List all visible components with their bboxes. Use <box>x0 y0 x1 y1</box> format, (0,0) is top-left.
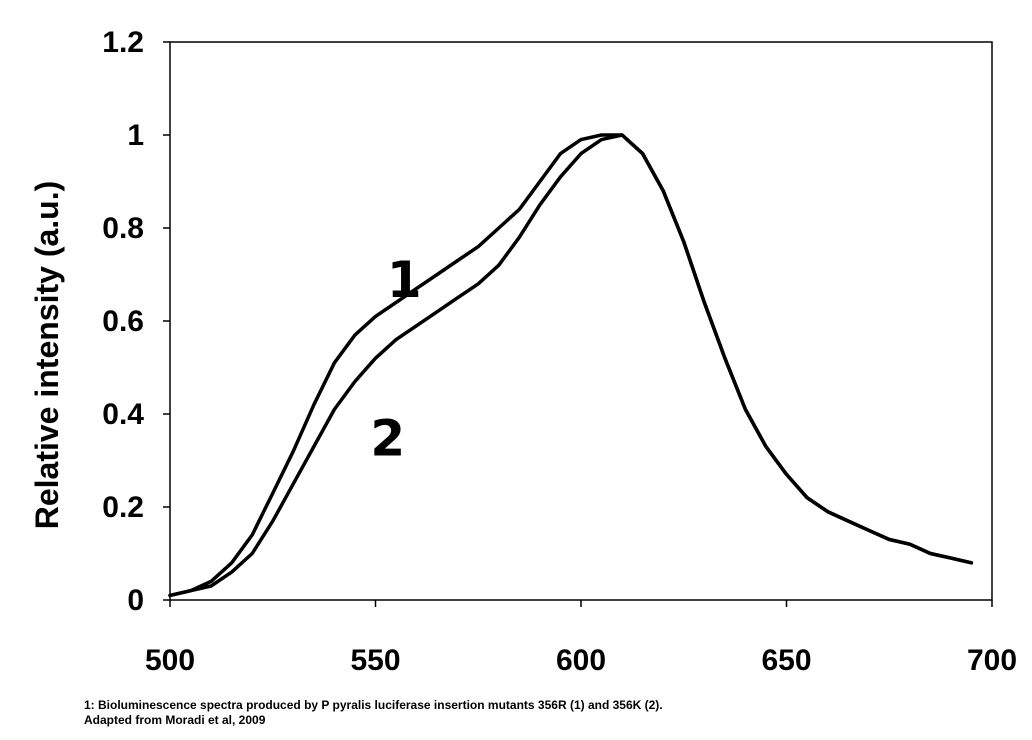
plot-area-frame <box>169 41 993 601</box>
series-1-label: 1 <box>387 251 422 309</box>
series-layer <box>168 133 974 598</box>
series-2-line <box>168 133 974 598</box>
y-tick-label: 0 <box>127 584 144 617</box>
x-tick-label: 700 <box>967 644 1017 677</box>
y-tick-label: 1.2 <box>102 26 144 59</box>
y-axis-title: Relative intensity (a.u.) <box>29 181 65 530</box>
y-axis: 0 0.2 0.4 0.6 0.8 1 1.2 <box>102 26 170 617</box>
y-tick-label: 1 <box>127 119 144 152</box>
x-tick-label: 600 <box>556 644 606 677</box>
curve-labels: 12 <box>370 251 421 467</box>
series-1-line <box>168 133 974 598</box>
x-tick-label: 500 <box>145 644 195 677</box>
y-tick-label: 0.2 <box>102 491 144 524</box>
figure-caption-line-1: 1: Bioluminescence spectra produced by P… <box>84 698 663 712</box>
x-tick-label: 650 <box>761 644 811 677</box>
y-tick-label: 0.8 <box>102 212 144 245</box>
series-2-label: 2 <box>370 409 405 467</box>
x-axis: 500 550 600 650 700 <box>145 600 1017 677</box>
x-tick-label: 550 <box>350 644 400 677</box>
y-tick-label: 0.4 <box>102 398 144 431</box>
figure-caption-line-2: Adapted from Moradi et al, 2009 <box>84 713 266 727</box>
y-tick-label: 0.6 <box>102 305 144 338</box>
